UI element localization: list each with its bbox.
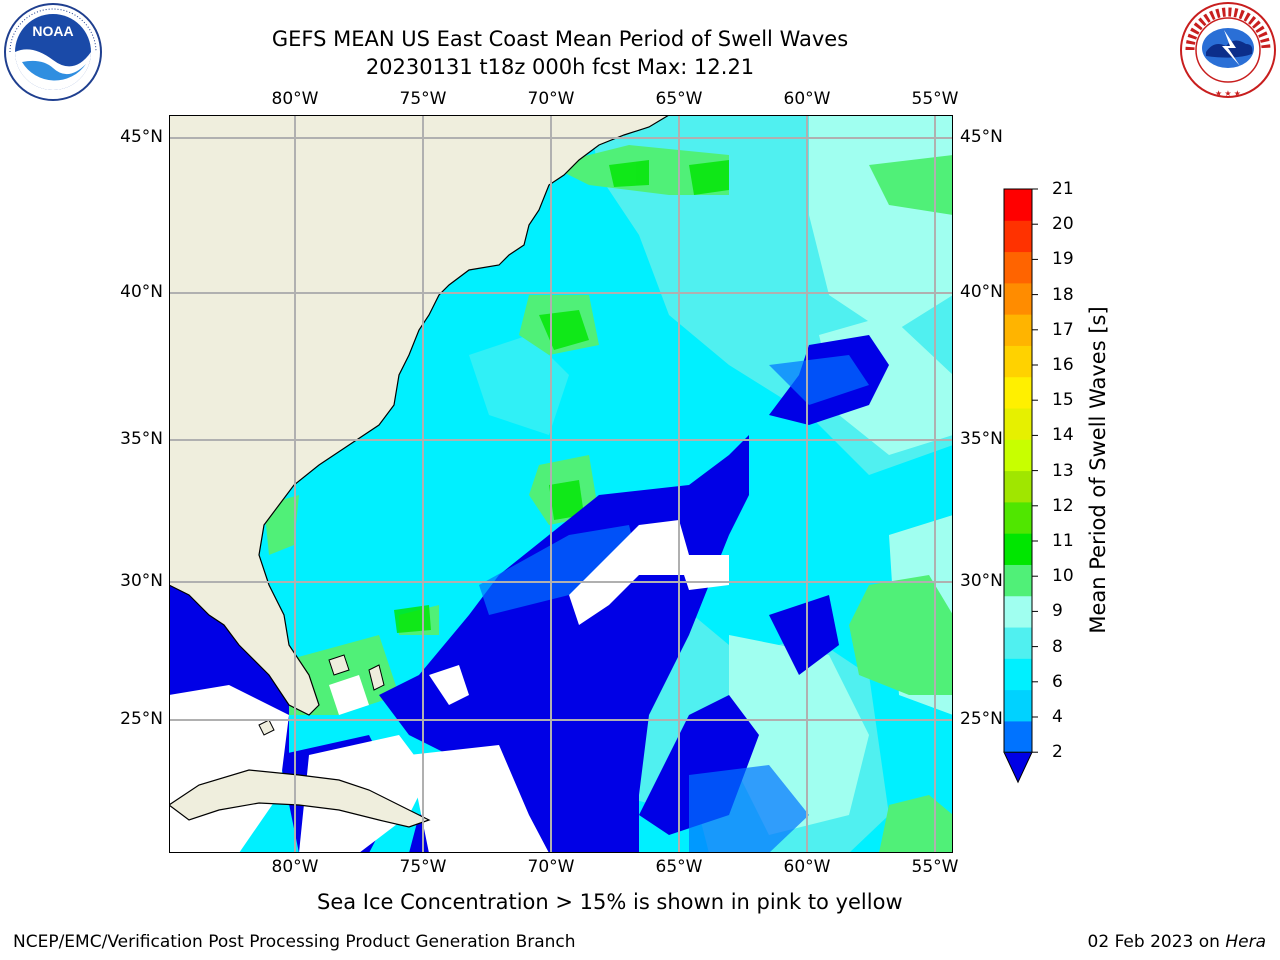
lon-label-bottom: 70°W (527, 857, 575, 877)
colorbar-tick-label: 8 (1052, 636, 1063, 657)
lat-label-right: 45°N (960, 127, 1003, 147)
colorbar (1003, 188, 1038, 784)
sea-ice-note: Sea Ice Concentration > 15% is shown in … (317, 890, 903, 914)
colorbar-tick-label: 4 (1052, 707, 1063, 727)
colorbar-tick-label: 12 (1052, 495, 1074, 516)
colorbar-tick-label: 10 (1052, 566, 1074, 587)
colorbar-cell (1004, 627, 1032, 659)
lon-label-bottom: 80°W (271, 857, 319, 877)
colorbar-tick-label: 21 (1052, 179, 1074, 199)
lat-label-right: 30°N (960, 571, 1003, 591)
colorbar-cell (1004, 439, 1032, 472)
swell-period-map (169, 115, 953, 853)
colorbar-tick-label: 2 (1052, 742, 1063, 763)
lon-label-bottom: 60°W (783, 857, 831, 877)
noaa-logo: NOAA (4, 3, 102, 101)
lat-label-right: 25°N (960, 709, 1003, 729)
lat-label-left: 30°N (120, 571, 163, 591)
colorbar-cell (1004, 220, 1032, 253)
colorbar-tick-label: 15 (1052, 390, 1074, 411)
colorbar-tick-label: 6 (1052, 671, 1063, 692)
lat-label-left: 45°N (120, 127, 163, 147)
nws-logo: ★ ★ ★ (1180, 2, 1276, 98)
lon-label-top: 80°W (271, 89, 319, 109)
colorbar-tick-label: 17 (1052, 319, 1074, 340)
lat-label-left: 40°N (120, 282, 163, 302)
colorbar-tick-label: 9 (1052, 601, 1063, 622)
colorbar-tick-label: 14 (1052, 425, 1074, 446)
colorbar-cell (1004, 314, 1032, 346)
lon-label-top: 75°W (399, 89, 447, 109)
svg-text:★ ★ ★: ★ ★ ★ (1215, 89, 1241, 98)
colorbar-cell (1004, 345, 1032, 378)
footer-credit: NCEP/EMC/Verification Post Processing Pr… (13, 932, 576, 952)
lon-label-top: 60°W (783, 89, 831, 109)
cuba-land (169, 769, 431, 828)
chart-subtitle: 20230131 t18z 000h fcst Max: 12.21 (365, 55, 755, 79)
colorbar-tick-label: 19 (1052, 249, 1074, 270)
colorbar-tick-label: 20 (1052, 214, 1074, 235)
colorbar-cell (1004, 533, 1032, 565)
lat-label-right: 35°N (960, 429, 1003, 449)
colorbar-tick-label: 13 (1052, 460, 1074, 481)
colorbar-tick-label: 11 (1052, 531, 1074, 551)
colorbar-cell (1004, 251, 1032, 284)
lat-label-right: 40°N (960, 282, 1003, 302)
lon-label-bottom: 55°W (911, 857, 959, 877)
footer-machine: Hera (1225, 932, 1266, 952)
colorbar-cell (1004, 564, 1032, 597)
svg-text:NOAA: NOAA (32, 23, 73, 39)
colorbar-cell (1004, 501, 1032, 534)
colorbar-cell (1004, 720, 1032, 753)
colorbar-cell (1004, 595, 1032, 628)
footer-date: 02 Feb 2023 on Hera (1087, 932, 1266, 952)
colorbar-tick-label: 18 (1052, 284, 1074, 305)
colorbar-cell (1004, 376, 1032, 409)
lat-label-left: 25°N (120, 709, 163, 729)
colorbar-extend-triangle (1003, 751, 1033, 784)
colorbar-cell (1004, 658, 1032, 691)
lat-label-left: 35°N (120, 429, 163, 449)
colorbar-cell (1004, 689, 1032, 722)
lon-label-top: 65°W (655, 89, 703, 109)
chart-title: GEFS MEAN US East Coast Mean Period of S… (271, 27, 849, 51)
lon-label-top: 70°W (527, 89, 575, 109)
colorbar-cell (1004, 408, 1032, 440)
lon-label-bottom: 65°W (655, 857, 703, 877)
lon-label-top: 55°W (911, 89, 959, 109)
colorbar-cell (1004, 282, 1032, 315)
lon-label-bottom: 75°W (399, 857, 447, 877)
colorbar-label: Mean Period of Swell Waves [s] (1086, 306, 1110, 634)
colorbar-tick-label: 16 (1052, 355, 1074, 375)
colorbar-cell (1004, 189, 1032, 221)
colorbar-cell (1004, 470, 1032, 503)
